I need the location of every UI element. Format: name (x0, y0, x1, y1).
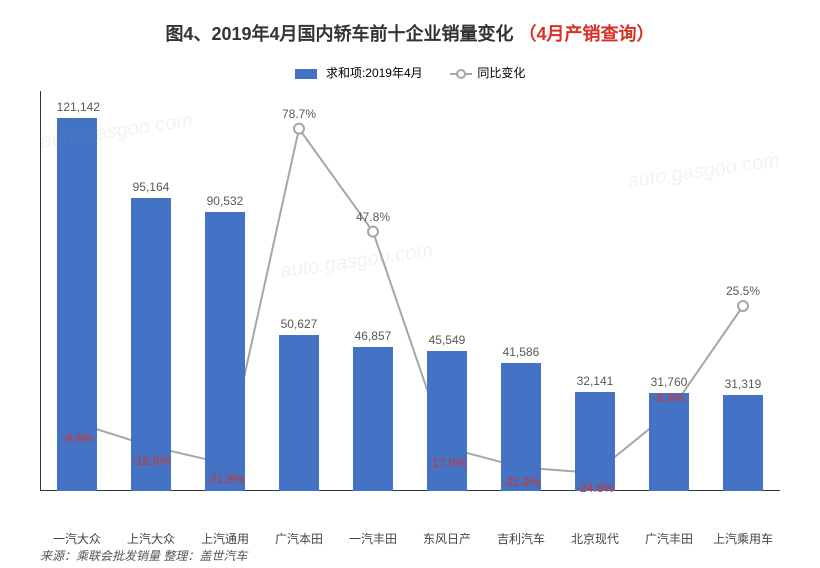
line-value-label: -22.9% (502, 475, 540, 489)
bar: 95,164 (131, 198, 172, 491)
bar-value-label: 32,141 (575, 374, 616, 388)
bar: 46,857 (353, 347, 394, 491)
line-value-label: 78.7% (282, 107, 316, 121)
line-value-label: -17.0% (428, 456, 466, 470)
line-value-label: -16.6% (132, 454, 170, 468)
chart-container: 图4、2019年4月国内轿车前十企业销量变化 （4月产销查询） 求和项:2019… (0, 0, 820, 568)
x-axis-label: 上汽通用 (201, 530, 249, 547)
bar: 31,760 (649, 393, 690, 491)
legend: 求和项:2019年4月 同比变化 (40, 64, 780, 81)
plot-area: 121,142 95,164 90,532 50,627 46,857 45,549 41,… (40, 91, 780, 491)
chart-title: 图4、2019年4月国内轿车前十企业销量变化 （4月产销查询） (40, 20, 780, 46)
bar-value-label: 46,857 (353, 329, 394, 343)
legend-line-label: 同比变化 (477, 66, 525, 80)
bar: 41,586 (501, 363, 542, 491)
bar-value-label: 90,532 (205, 194, 246, 208)
bar-value-label: 31,760 (649, 375, 690, 389)
title-main: 图4、2019年4月国内轿车前十企业销量变化 (165, 24, 513, 44)
y-axis (40, 91, 41, 491)
bar-value-label: 95,164 (131, 180, 172, 194)
bar: 50,627 (279, 335, 320, 491)
line-value-label: -9.6% (61, 431, 92, 445)
x-axis-label: 吉利汽车 (497, 530, 545, 547)
legend-bar-label: 求和项:2019年4月 (326, 66, 423, 80)
line-value-label: 47.8% (356, 210, 390, 224)
x-axis-label: 广汽丰田 (645, 530, 693, 547)
bar: 31,319 (723, 395, 764, 491)
line-value-label: -6.6% (653, 391, 684, 405)
bar-value-label: 50,627 (279, 317, 320, 331)
bar: 45,549 (427, 351, 468, 491)
legend-bar: 求和项:2019年4月 (295, 64, 423, 81)
source-footer: 来源：乘联会批发销量 整理：盖世汽车 (40, 547, 247, 564)
x-axis-label: 北京现代 (571, 530, 619, 547)
line-value-label: 25.5% (726, 284, 760, 298)
bar: 32,141 (575, 392, 616, 491)
legend-line-swatch (450, 73, 472, 75)
bar: 90,532 (205, 212, 246, 491)
title-red: （4月产销查询） (519, 24, 655, 44)
x-axis-label: 广汽本田 (275, 530, 323, 547)
x-axis-label: 东风日产 (423, 530, 471, 547)
legend-bar-swatch (295, 69, 317, 79)
x-axis-label: 一汽丰田 (349, 530, 397, 547)
bar-value-label: 41,586 (501, 345, 542, 359)
x-axis-label: 上汽大众 (127, 530, 175, 547)
bar-value-label: 45,549 (427, 333, 468, 347)
legend-line: 同比变化 (450, 64, 525, 81)
line-value-label: -24.6% (576, 481, 614, 495)
x-axis-label: 一汽大众 (53, 530, 101, 547)
x-axis-label: 上汽乘用车 (713, 530, 773, 547)
line-value-label: -21.8% (206, 472, 244, 486)
bar-value-label: 31,319 (723, 377, 764, 391)
bar-value-label: 121,142 (57, 100, 98, 114)
